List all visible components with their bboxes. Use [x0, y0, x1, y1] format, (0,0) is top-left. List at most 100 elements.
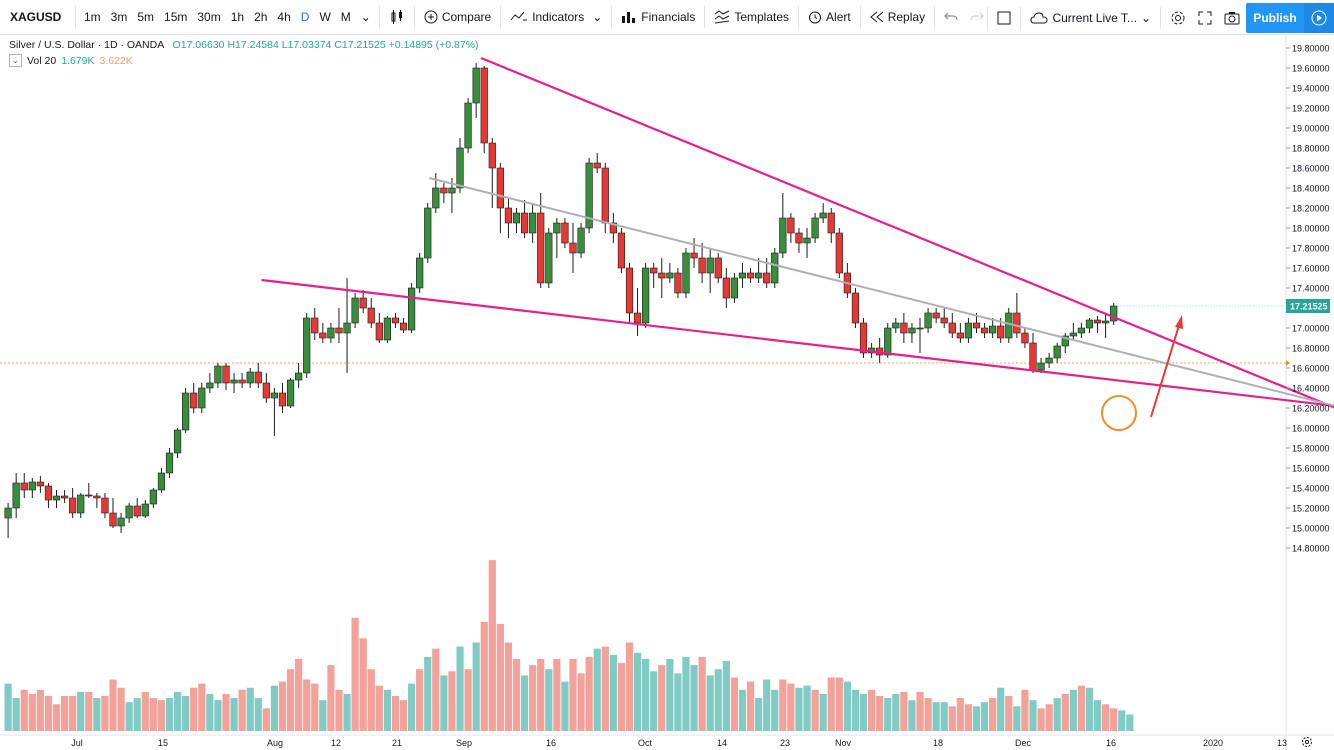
- axis-settings-gear-icon[interactable]: [1302, 737, 1312, 747]
- candle-body: [407, 287, 416, 331]
- time-axis-label: 2020: [1203, 738, 1223, 748]
- interval-30m[interactable]: 30m: [197, 10, 221, 24]
- candle-body: [375, 322, 383, 341]
- candle-body: [738, 272, 747, 279]
- price-tick-label: 16.00000: [1292, 424, 1330, 434]
- price-tick-label: 18.60000: [1292, 164, 1330, 174]
- candle-body: [85, 494, 93, 497]
- volume-bar: [884, 698, 892, 731]
- volume-bar: [569, 658, 577, 731]
- interval-3m[interactable]: 3m: [110, 10, 128, 24]
- publish-play-button[interactable]: [1304, 2, 1334, 33]
- volume-bar: [1045, 704, 1053, 731]
- candle-body: [222, 365, 230, 384]
- candle-body: [932, 312, 940, 319]
- indicators-label: Indicators: [532, 10, 585, 24]
- price-axis[interactable]: 19.80000 19.60000 19.40000 19.20000 19.00000…: [1286, 44, 1330, 554]
- volume-bar: [367, 669, 375, 731]
- publish-button[interactable]: Publish: [1246, 2, 1304, 33]
- drawings[interactable]: [261, 56, 1334, 431]
- candle-body: [278, 392, 287, 407]
- chart-type-button[interactable]: [383, 3, 411, 31]
- reference-price-marker: [1286, 360, 1290, 366]
- alert-button[interactable]: Alert: [802, 3, 857, 31]
- select-layout-button[interactable]: [991, 4, 1017, 32]
- candle-body: [238, 379, 246, 384]
- interval-1m[interactable]: 1m: [84, 10, 101, 24]
- price-tick-label: 17.80000: [1292, 244, 1330, 254]
- interval-d[interactable]: D: [300, 10, 310, 24]
- candle-body: [343, 322, 351, 334]
- time-axis[interactable]: Jul 15 Aug 12 21 Sep 16 Oct 14 23 Nov 18 Dec 16 2020 13: [71, 737, 1312, 749]
- volume-bar: [811, 689, 819, 731]
- replay-button[interactable]: Replay: [864, 3, 931, 31]
- time-axis-label: 12: [331, 738, 341, 748]
- volume-bar: [472, 642, 480, 731]
- candle-body: [609, 222, 617, 234]
- volume-bar: [892, 693, 900, 731]
- settings-button[interactable]: [1164, 4, 1192, 32]
- volume-label: Vol 20: [27, 54, 57, 67]
- candle-body: [529, 212, 537, 234]
- candle-body: [488, 142, 496, 169]
- fullscreen-button[interactable]: [1192, 4, 1218, 32]
- volume-bar: [843, 681, 851, 731]
- redo-button[interactable]: [964, 3, 990, 31]
- interval-1h[interactable]: 1h: [230, 10, 245, 24]
- volume-bar: [303, 679, 311, 731]
- candle-body: [416, 257, 424, 289]
- breakout-circle: [1101, 395, 1137, 431]
- time-axis-label: Aug: [267, 738, 283, 748]
- price-tick-label: 18.80000: [1292, 144, 1330, 154]
- undo-button[interactable]: [938, 3, 964, 31]
- layout-save-button[interactable]: Current Live T... ⌄: [1024, 4, 1157, 32]
- alert-label: Alert: [826, 10, 851, 24]
- price-tick-label: 17.60000: [1292, 264, 1330, 274]
- interval-m[interactable]: M: [340, 10, 351, 24]
- candle-body: [254, 371, 262, 384]
- indicators-button[interactable]: Indicators ⌄: [504, 3, 608, 31]
- candle-body: [133, 505, 141, 517]
- price-tick-label: 19.20000: [1292, 104, 1330, 114]
- price-tick-label: 19.60000: [1292, 64, 1330, 74]
- interval-w[interactable]: W: [319, 10, 331, 24]
- chart-area[interactable]: 19.80000 19.60000 19.40000 19.20000 19.00000…: [0, 35, 1334, 750]
- price-tick-label: 19.80000: [1292, 44, 1330, 54]
- time-axis-label: Dec: [1015, 738, 1032, 748]
- time-axis-label: 21: [392, 738, 402, 748]
- volume-bar: [738, 689, 747, 731]
- symbol-search[interactable]: XAGUSD: [10, 10, 62, 24]
- snapshot-button[interactable]: [1218, 4, 1246, 32]
- candle-body: [779, 217, 787, 254]
- candle-body: [730, 277, 738, 299]
- candle-body: [1045, 357, 1053, 364]
- templates-button[interactable]: Templates: [708, 3, 795, 31]
- candle-body: [795, 232, 803, 244]
- volume-bar: [214, 700, 222, 731]
- legend-high: H17.24584: [227, 39, 279, 51]
- price-tick-label: 16.40000: [1292, 384, 1330, 394]
- interval-5m[interactable]: 5m: [137, 10, 155, 24]
- time-axis-label: Jul: [71, 738, 83, 748]
- interval-dropdown-icon[interactable]: ⌄: [360, 10, 371, 24]
- interval-15m[interactable]: 15m: [164, 10, 188, 24]
- divider: [611, 6, 613, 28]
- price-tick-label: 14.80000: [1292, 544, 1330, 554]
- volume-bar: [835, 677, 843, 731]
- collapse-chevron-icon[interactable]: ⌄: [9, 54, 22, 67]
- financials-button[interactable]: Financials: [615, 3, 701, 31]
- volume-bar: [327, 665, 335, 731]
- candle-body: [706, 257, 714, 274]
- volume-bar: [238, 689, 246, 731]
- compare-button[interactable]: Compare: [418, 3, 497, 31]
- interval-2h[interactable]: 2h: [254, 10, 268, 24]
- volume-bar: [1102, 704, 1110, 731]
- interval-4h[interactable]: 4h: [277, 10, 291, 24]
- volume-bar: [650, 671, 658, 731]
- volume-bar: [948, 706, 956, 731]
- price-chart[interactable]: 19.80000 19.60000 19.40000 19.20000 19.00000…: [0, 35, 1334, 750]
- chart-legend: Silver / U.S. Dollar · 1D · OANDA O17.06…: [9, 39, 479, 51]
- time-axis-label: Nov: [835, 738, 852, 748]
- candle-body: [650, 267, 658, 274]
- candle-body: [819, 212, 827, 219]
